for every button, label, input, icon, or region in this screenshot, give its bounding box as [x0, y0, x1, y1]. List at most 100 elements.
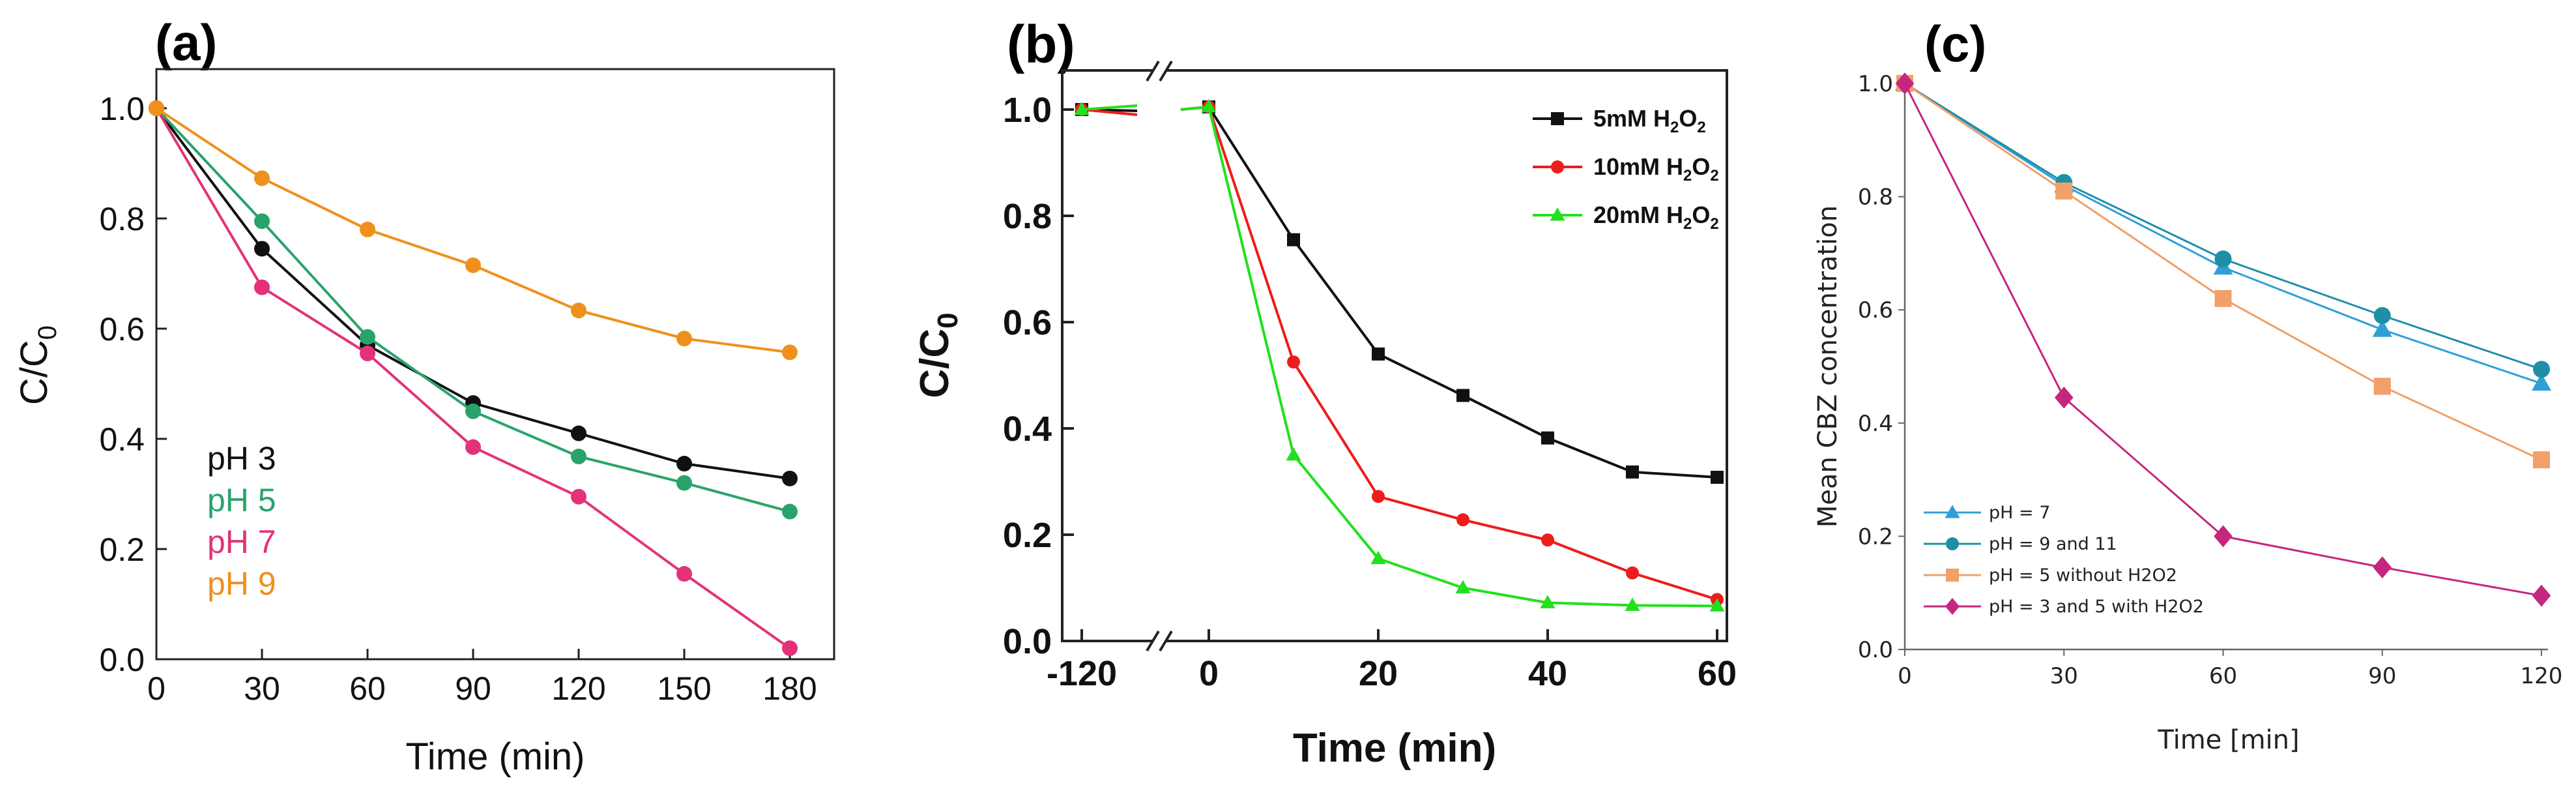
plot-frame-b — [1061, 69, 1728, 642]
y-tick-label-b: 1.0 — [1003, 91, 1052, 130]
legend-entry-a: pH 7 — [207, 524, 276, 560]
data-point — [1287, 233, 1300, 246]
legend-entry-c: pH = 7 — [1989, 503, 2050, 523]
legend-entry-b: 5mM H2O2 — [1593, 105, 1706, 136]
series-c-ph-9-and-11 — [1896, 75, 2550, 378]
y-tick-label-a: 0.6 — [99, 311, 145, 348]
data-point — [676, 475, 692, 491]
data-point — [2214, 525, 2233, 548]
series-line — [155, 107, 790, 354]
legend-entry-b: 20mM H2O2 — [1593, 201, 1719, 233]
data-point — [2532, 373, 2551, 391]
legend-marker-b — [1551, 160, 1564, 173]
y-tick-label-b: 0.0 — [1003, 622, 1052, 661]
data-point — [782, 640, 798, 657]
chart-panel-a: 0 30 60 90 120 150 180 0.0 0.2 0.4 0.6 0.8 1.0 Time … — [13, 68, 835, 778]
data-point — [676, 456, 692, 472]
svg-text:C/C0: C/C0 — [912, 312, 964, 398]
series-group-b — [1074, 98, 1725, 612]
axis-break-mark — [1146, 60, 1160, 82]
x-tick-label-a: 60 — [349, 670, 386, 707]
x-axis-label-a: Time (min) — [406, 736, 585, 778]
legend-marker-c — [1946, 569, 1959, 582]
data-point — [254, 241, 270, 257]
legend-c: pH = 7 pH = 9 and 11 pH = 5 without H2O2 pH… — [1924, 503, 2204, 617]
data-point — [2214, 290, 2232, 307]
data-point — [465, 257, 481, 273]
data-point — [1201, 98, 1217, 113]
x-tick-label-a: 0 — [147, 670, 166, 707]
data-point — [1372, 490, 1385, 503]
data-point — [360, 329, 375, 345]
y-tick-label-a: 1.0 — [99, 91, 145, 127]
x-tick-label-c: 30 — [2050, 663, 2078, 689]
series-line-pre-break — [1081, 108, 1138, 116]
data-point — [1372, 347, 1385, 361]
y-tick-label-a: 0.2 — [99, 531, 145, 568]
data-point — [1456, 513, 1469, 527]
x-tick-label-c: 60 — [2209, 663, 2237, 689]
y-tick-label-b: 0.2 — [1003, 516, 1052, 555]
series-line — [1904, 82, 2542, 385]
y-axis-label-b-sub: 0 — [932, 312, 964, 328]
legend-entry-a: pH 3 — [207, 440, 276, 477]
data-point — [782, 470, 798, 486]
panel-label-b: (b) — [1007, 15, 1075, 74]
series-b-20mm-h2o2 — [1074, 98, 1725, 612]
legend-entry-c: pH = 5 without H2O2 — [1989, 565, 2177, 586]
y-tick-label-c: 0.6 — [1858, 297, 1893, 323]
data-point — [1074, 102, 1090, 115]
data-point — [360, 221, 375, 237]
data-point — [254, 170, 270, 186]
y-tick-label-a: 0.8 — [99, 201, 145, 237]
axis-break-mark — [1146, 630, 1160, 652]
data-point — [2533, 361, 2550, 378]
legend-entry-a: pH 5 — [207, 482, 276, 518]
series-group-c — [1895, 72, 2551, 607]
legend-marker-b — [1550, 207, 1565, 221]
x-tick-label-c: 90 — [2368, 663, 2396, 689]
data-point — [1895, 72, 1915, 95]
data-point — [2054, 386, 2074, 409]
data-point — [571, 488, 586, 505]
y-axis-label-a-main: C/C — [13, 340, 55, 405]
x-tick-label-c: 0 — [1898, 663, 1912, 689]
y-tick-label-c: 0.4 — [1858, 411, 1893, 437]
data-point — [254, 279, 270, 295]
data-point — [571, 425, 586, 441]
x-tick-label-b: 60 — [1698, 654, 1737, 693]
x-axis-label-b: Time (min) — [1293, 726, 1496, 771]
data-point — [676, 566, 692, 582]
data-point — [1541, 533, 1554, 547]
data-point — [2373, 556, 2392, 579]
series-line — [1180, 105, 1718, 601]
data-point — [571, 449, 586, 465]
x-tick-label-c: 120 — [2521, 663, 2563, 689]
svg-text:C/C0: C/C0 — [13, 325, 62, 405]
data-point — [2214, 250, 2232, 268]
data-point — [1456, 389, 1469, 402]
panel-label-c: (c) — [1924, 15, 1986, 72]
x-tick-label-a: 30 — [244, 670, 280, 707]
legend-entry-b: 10mM H2O2 — [1593, 153, 1719, 185]
data-point — [782, 503, 798, 520]
data-point — [2372, 319, 2392, 337]
data-point — [1370, 550, 1386, 565]
data-point — [465, 439, 481, 455]
y-tick-label-b: 0.4 — [1003, 409, 1052, 449]
legend-b: 5mM H2O2 10mM H2O2 20mM H2O2 — [1533, 105, 1719, 233]
data-point — [676, 331, 692, 347]
data-point — [1287, 355, 1300, 369]
legend-marker-c — [1945, 505, 1960, 518]
data-point — [782, 344, 798, 361]
axis-ticks-a: 0 30 60 90 120 150 180 0.0 0.2 0.4 0.6 0.8 1.0 — [99, 91, 817, 707]
data-point — [2373, 378, 2391, 395]
x-tick-label-a: 120 — [551, 670, 605, 707]
series-line — [1180, 105, 1718, 608]
series-c-ph-7 — [1895, 73, 2551, 391]
y-tick-label-c: 0.2 — [1858, 524, 1893, 550]
legend-entry-c: pH = 9 and 11 — [1989, 534, 2117, 554]
legend-entry-a: pH 9 — [207, 565, 276, 602]
